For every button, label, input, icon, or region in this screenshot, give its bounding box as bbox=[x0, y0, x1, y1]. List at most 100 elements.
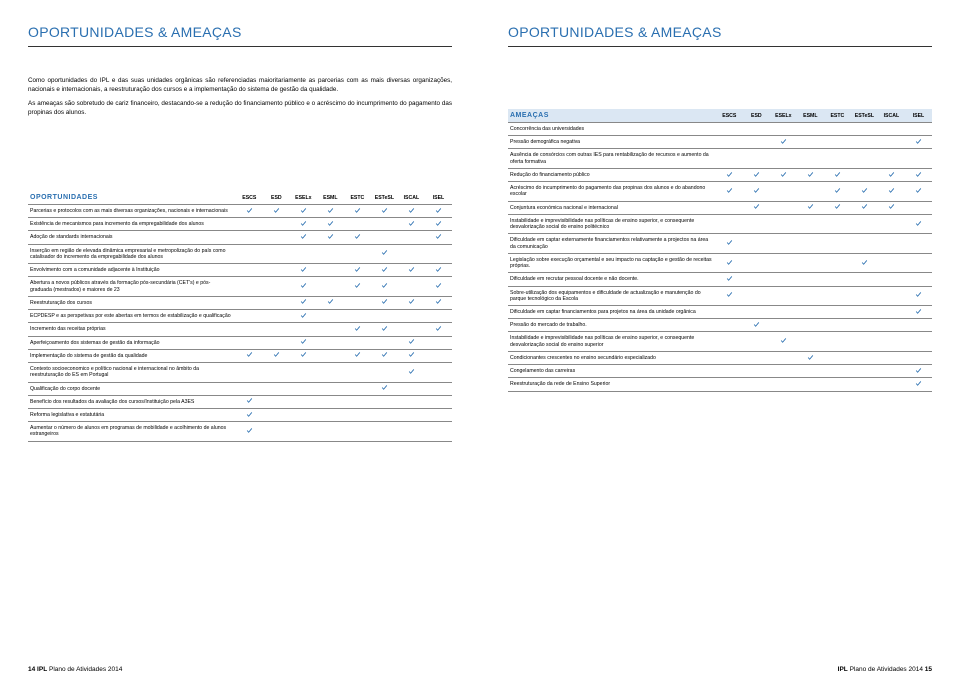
cell bbox=[824, 201, 851, 214]
table-row: Aperfeiçoamento dos sistemas de gestão d… bbox=[28, 336, 452, 349]
intro-p1: Como oportunidades do IPL e das suas uni… bbox=[28, 77, 452, 94]
cell bbox=[878, 201, 905, 214]
check-icon bbox=[915, 138, 922, 145]
cell bbox=[878, 182, 905, 201]
row-label: Incremento das receitas próprias bbox=[28, 323, 236, 336]
cell bbox=[236, 336, 263, 349]
cell bbox=[770, 305, 797, 318]
cell bbox=[743, 332, 770, 351]
col-head-estc: ESTC bbox=[344, 191, 371, 205]
check-icon bbox=[300, 233, 307, 240]
check-icon bbox=[246, 411, 253, 418]
check-icon bbox=[354, 233, 361, 240]
col-head-eselx: ESELx bbox=[770, 109, 797, 123]
check-icon bbox=[915, 171, 922, 178]
table-row: Instabilidade e imprevisibilidade nas po… bbox=[508, 214, 932, 233]
cell bbox=[797, 273, 824, 286]
cell bbox=[398, 296, 425, 309]
cell bbox=[236, 349, 263, 362]
cell bbox=[425, 349, 452, 362]
cell bbox=[743, 136, 770, 149]
cell bbox=[263, 277, 290, 296]
cell bbox=[236, 264, 263, 277]
cell bbox=[824, 365, 851, 378]
cell bbox=[716, 253, 743, 272]
cell bbox=[425, 395, 452, 408]
cell bbox=[770, 182, 797, 201]
cell bbox=[716, 378, 743, 391]
cell bbox=[344, 395, 371, 408]
check-icon bbox=[354, 207, 361, 214]
check-icon bbox=[807, 354, 814, 361]
check-icon bbox=[861, 187, 868, 194]
cell bbox=[236, 422, 263, 441]
cell bbox=[425, 422, 452, 441]
cell bbox=[317, 382, 344, 395]
check-icon bbox=[726, 171, 733, 178]
table-row: Redução do financiamento público bbox=[508, 168, 932, 181]
cell bbox=[236, 205, 263, 218]
check-icon bbox=[861, 203, 868, 210]
check-icon bbox=[408, 338, 415, 345]
cell bbox=[716, 351, 743, 364]
check-icon bbox=[753, 187, 760, 194]
cell bbox=[851, 214, 878, 233]
cell bbox=[743, 123, 770, 136]
check-icon bbox=[435, 325, 442, 332]
cell bbox=[263, 395, 290, 408]
cell bbox=[770, 234, 797, 253]
cell bbox=[851, 182, 878, 201]
col-head-iscal: ISCAL bbox=[398, 191, 425, 205]
cell bbox=[770, 253, 797, 272]
cell bbox=[797, 168, 824, 181]
cell bbox=[716, 214, 743, 233]
cell bbox=[398, 218, 425, 231]
cell bbox=[797, 201, 824, 214]
cell bbox=[398, 363, 425, 382]
check-icon bbox=[408, 220, 415, 227]
cell bbox=[797, 351, 824, 364]
check-icon bbox=[435, 207, 442, 214]
cell bbox=[797, 123, 824, 136]
ameacas-table-wrap: AMEAÇASESCSESDESELxESMLESTCESTeSLISCALIS… bbox=[508, 109, 932, 392]
ameacas-heading: AMEAÇAS bbox=[508, 109, 716, 123]
check-icon bbox=[915, 220, 922, 227]
footer-left-text: Plano de Atividades 2014 bbox=[47, 666, 122, 673]
check-icon bbox=[915, 367, 922, 374]
cell bbox=[236, 231, 263, 244]
check-icon bbox=[780, 138, 787, 145]
cell bbox=[344, 422, 371, 441]
row-label: Legislação sobre execução orçamental e s… bbox=[508, 253, 716, 272]
cell bbox=[851, 123, 878, 136]
check-icon bbox=[807, 203, 814, 210]
cell bbox=[425, 205, 452, 218]
cell bbox=[290, 323, 317, 336]
cell bbox=[716, 234, 743, 253]
cell bbox=[905, 123, 932, 136]
cell bbox=[716, 149, 743, 168]
row-label: Qualificação do corpo docente bbox=[28, 382, 236, 395]
cell bbox=[290, 363, 317, 382]
check-icon bbox=[726, 291, 733, 298]
cell bbox=[236, 395, 263, 408]
row-label: Redução do financiamento público bbox=[508, 168, 716, 181]
intro-p2: As ameaças são sobretudo de cariz financ… bbox=[28, 100, 452, 117]
table-row: Dificuldade em captar financiamentos par… bbox=[508, 305, 932, 318]
cell bbox=[716, 365, 743, 378]
check-icon bbox=[246, 397, 253, 404]
cell bbox=[878, 286, 905, 305]
row-label: ECPDESP e as perspetivas por este aberta… bbox=[28, 310, 236, 323]
check-icon bbox=[915, 380, 922, 387]
cell bbox=[263, 323, 290, 336]
check-icon bbox=[780, 337, 787, 344]
cell bbox=[824, 214, 851, 233]
cell bbox=[716, 168, 743, 181]
cell bbox=[878, 149, 905, 168]
cell bbox=[716, 305, 743, 318]
cell bbox=[905, 286, 932, 305]
col-head-iscal: ISCAL bbox=[878, 109, 905, 123]
cell bbox=[290, 336, 317, 349]
check-icon bbox=[408, 266, 415, 273]
cell bbox=[770, 214, 797, 233]
check-icon bbox=[915, 308, 922, 315]
